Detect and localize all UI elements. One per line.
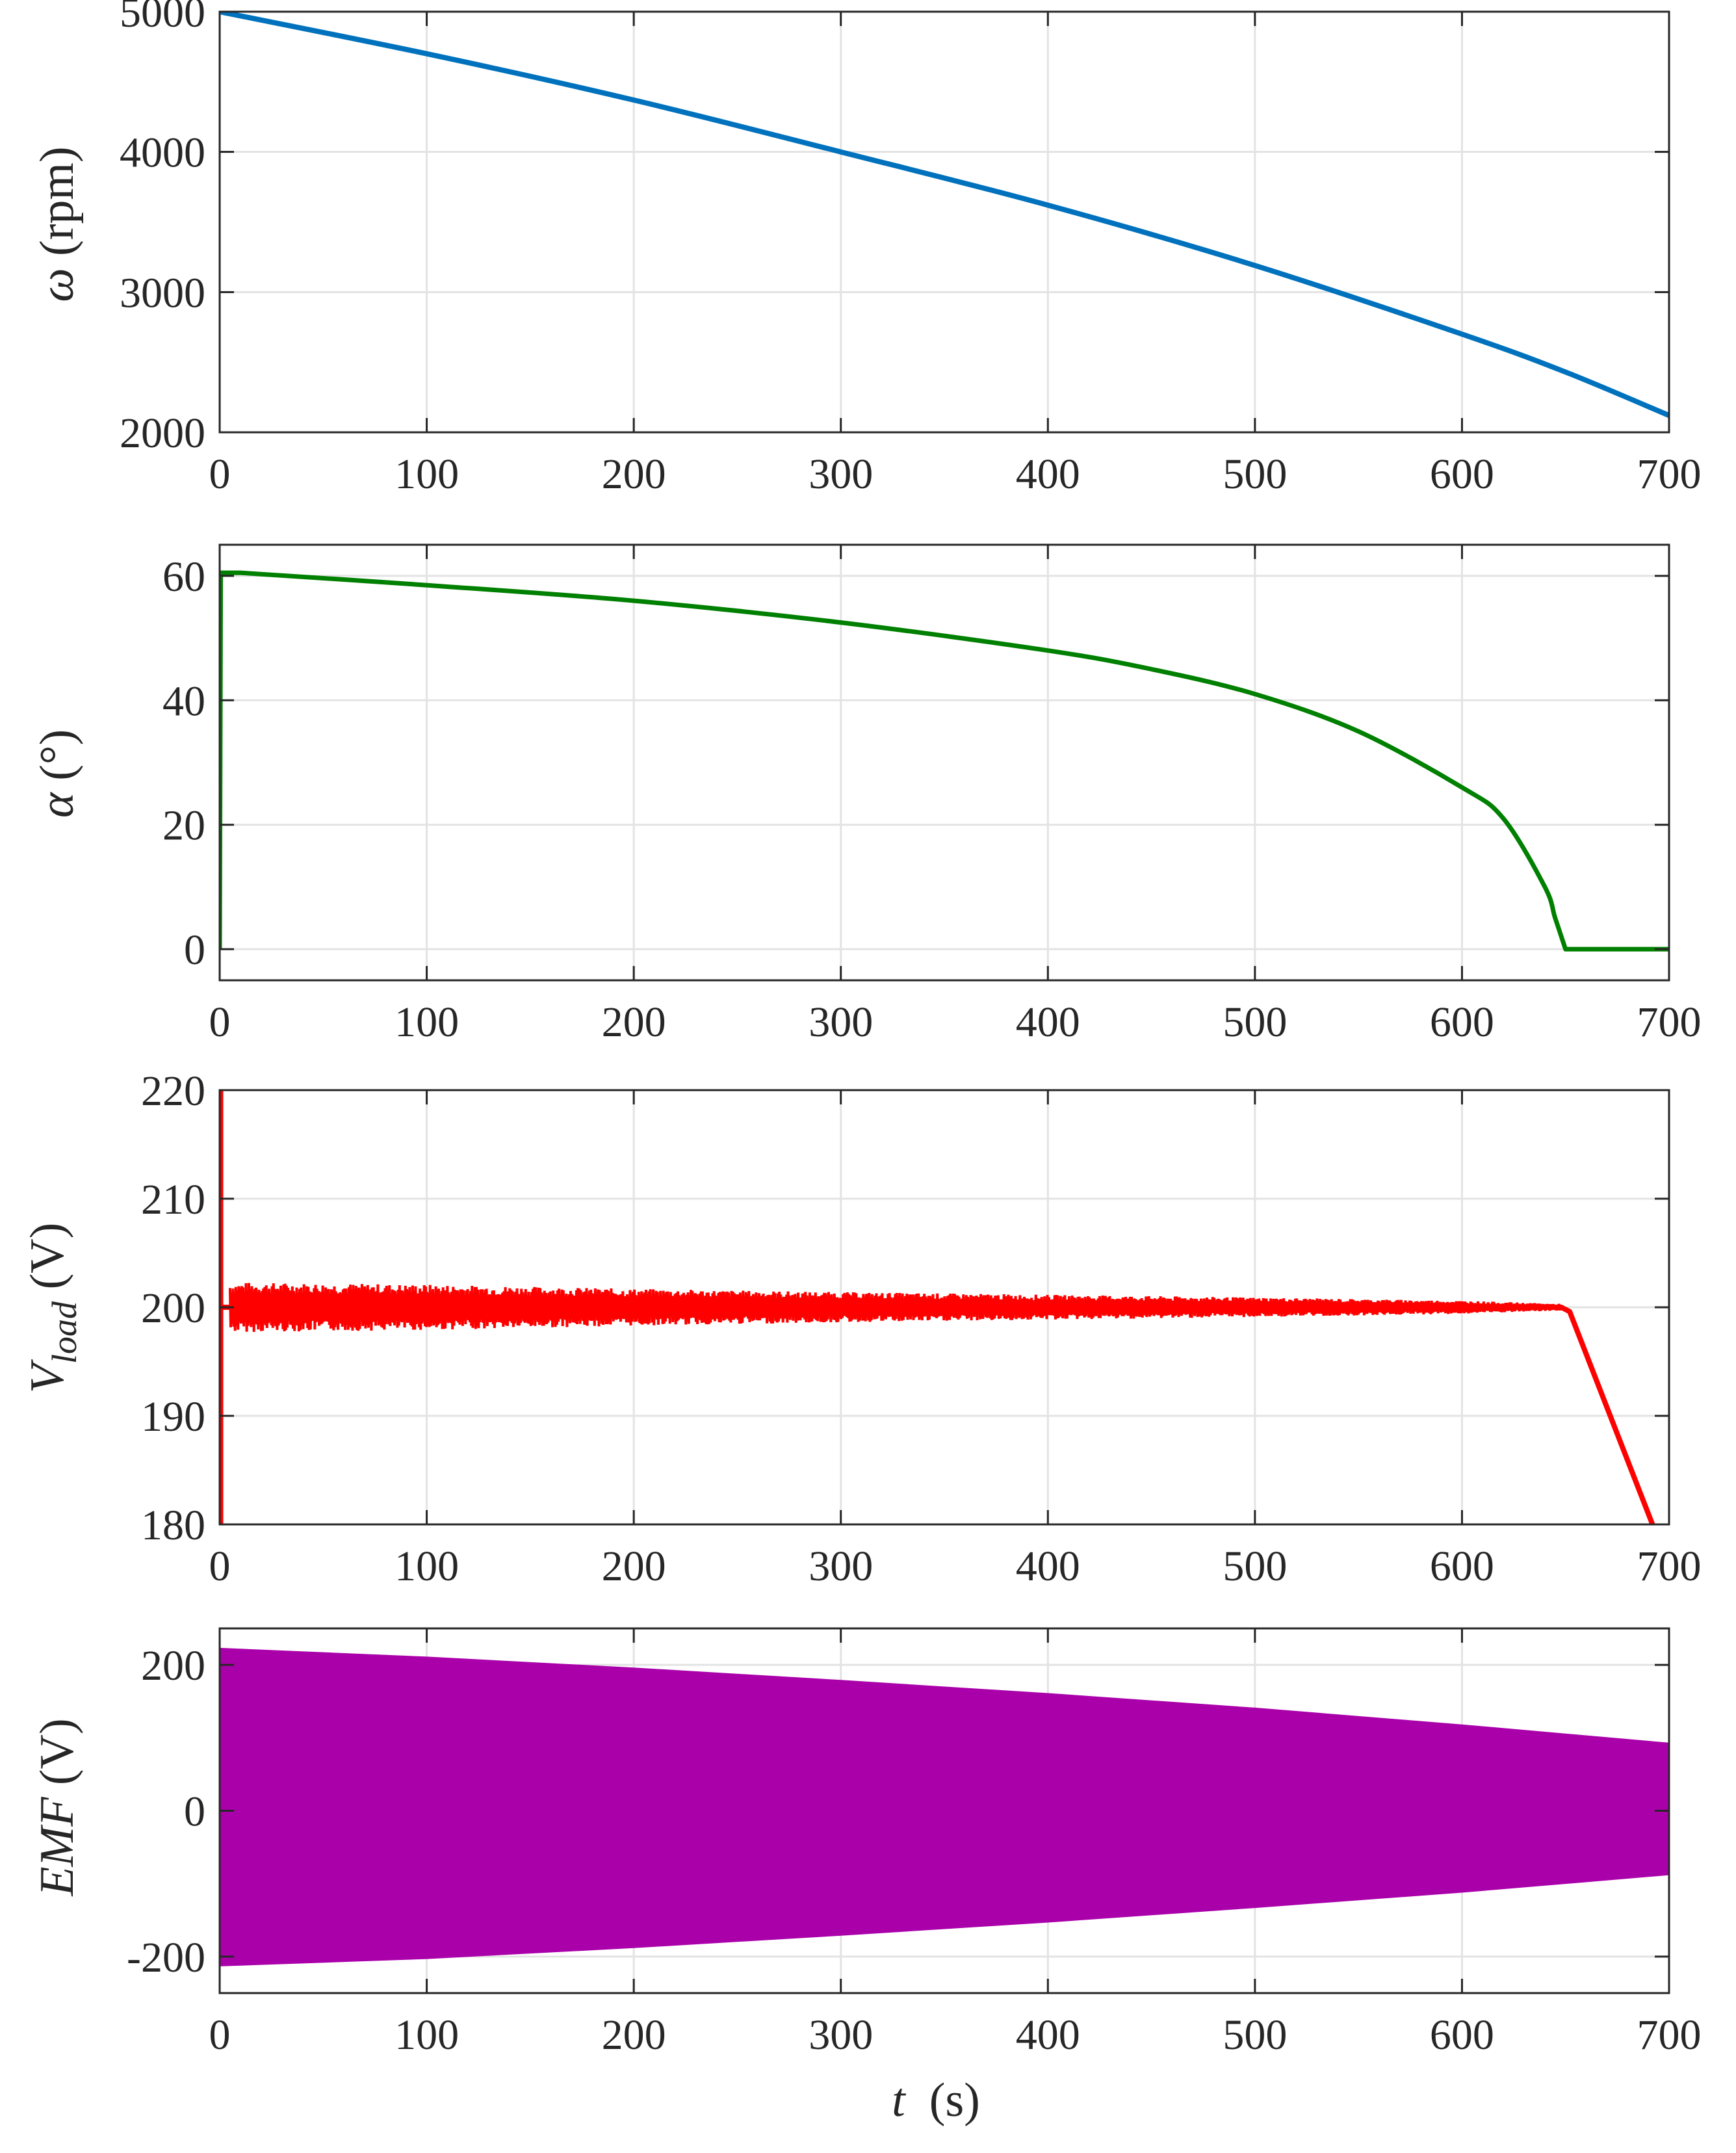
x-tick-label: 600 — [1430, 998, 1494, 1046]
y-tick-label: 210 — [141, 1176, 205, 1223]
x-tick-label: 600 — [1430, 1543, 1494, 1590]
x-tick-label: 0 — [209, 1543, 231, 1590]
y-tick-label: 0 — [184, 1788, 205, 1836]
load-voltage-line — [220, 1305, 1655, 1524]
load-voltage-ylabel: Vload (V) — [21, 1223, 84, 1393]
y-tick-label: -200 — [127, 1934, 205, 1981]
y-tick-label: 0 — [184, 926, 205, 974]
y-tick-label: 180 — [141, 1502, 205, 1549]
x-tick-label: 100 — [395, 1543, 459, 1590]
x-tick-label: 400 — [1016, 450, 1080, 498]
x-tick-label: 100 — [395, 2011, 459, 2059]
x-tick-label: 400 — [1016, 1543, 1080, 1590]
x-tick-label: 500 — [1223, 1543, 1287, 1590]
x-tick-label: 700 — [1637, 998, 1702, 1046]
x-tick-label: 200 — [602, 998, 666, 1046]
load-voltage-subplot: 0 100 200 300 400 500 600 700 180 190 200 210 220 — [141, 1067, 1702, 1590]
x-tick-label: 100 — [395, 998, 459, 1046]
emf-envelope-area — [220, 1647, 1669, 1966]
x-tick-label: 100 — [395, 450, 459, 498]
y-tick-label: 60 — [162, 553, 205, 601]
speed-line — [220, 12, 1669, 418]
y-tick-label: 220 — [141, 1067, 205, 1115]
x-tick-label: 400 — [1016, 2011, 1080, 2059]
plot-area — [220, 12, 1669, 418]
y-tick-label: 2000 — [120, 410, 205, 457]
x-tick-label: 300 — [809, 2011, 873, 2059]
x-tick-label: 700 — [1637, 450, 1702, 498]
y-tick-label: 5000 — [120, 0, 205, 36]
x-tick-label: 300 — [809, 1543, 873, 1590]
x-tick-label: 600 — [1430, 450, 1494, 498]
x-tick-label: 500 — [1223, 998, 1287, 1046]
speed-ylabel: ω (rpm) — [31, 146, 84, 302]
y-tick-label: 20 — [162, 802, 205, 850]
speed-subplot: 0 100 200 300 400 500 600 700 2000 3000 4000 5000 — [120, 0, 1702, 498]
x-tick-label: 200 — [602, 1543, 666, 1590]
x-tick-label: 200 — [602, 450, 666, 498]
firing-angle-ylabel: α (°) — [31, 729, 84, 818]
firing-angle-subplot: 0 100 200 300 400 500 600 700 0 20 40 60 — [162, 543, 1702, 1046]
x-tick-label: 0 — [209, 2011, 231, 2059]
emf-ylabel: EMF (V) — [31, 1718, 84, 1896]
plot-area — [220, 570, 1669, 952]
x-tick-label: 0 — [209, 450, 231, 498]
y-tick-label: 3000 — [120, 269, 205, 317]
x-tick-label: 200 — [602, 2011, 666, 2059]
y-tick-label: 4000 — [120, 129, 205, 177]
time-xlabel: t (s) — [892, 2074, 980, 2127]
x-tick-label: 400 — [1016, 998, 1080, 1046]
x-tick-label: 700 — [1637, 1543, 1702, 1590]
y-tick-label: 40 — [162, 677, 205, 725]
plot-area — [220, 1647, 1669, 1966]
y-tick-label: 200 — [141, 1642, 205, 1690]
axes-box — [218, 10, 1670, 434]
x-tick-label: 700 — [1637, 2011, 1702, 2059]
x-tick-label: 600 — [1430, 2011, 1494, 2059]
y-tick-label: 190 — [141, 1393, 205, 1441]
x-tick-label: 500 — [1223, 450, 1287, 498]
x-tick-label: 300 — [809, 998, 873, 1046]
x-tick-label: 300 — [809, 450, 873, 498]
y-tick-label: 200 — [141, 1285, 205, 1332]
x-tick-label: 0 — [209, 998, 231, 1046]
x-tick-label: 500 — [1223, 2011, 1287, 2059]
axes-box — [218, 543, 1670, 982]
firing-angle-line — [220, 570, 1669, 952]
